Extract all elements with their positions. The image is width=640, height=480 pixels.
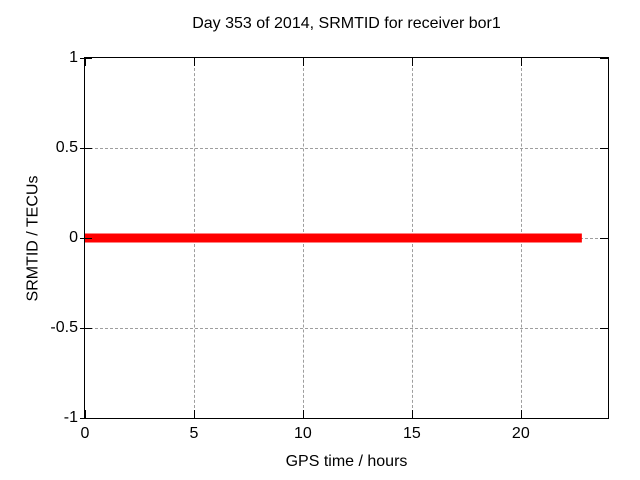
y-tick-mark-left <box>80 328 92 329</box>
x-tick-label: 15 <box>402 425 421 442</box>
y-tick-label: 1 <box>69 49 78 66</box>
x-tick-mark-bottom <box>520 410 522 418</box>
h-gridline <box>85 328 608 329</box>
x-tick-mark-top <box>520 58 522 66</box>
y-tick-mark-right <box>600 328 608 329</box>
x-tick-label: 20 <box>511 425 530 442</box>
x-tick-label: 5 <box>189 425 199 442</box>
y-tick-mark-right <box>600 418 608 419</box>
x-axis-label: GPS time / hours <box>285 453 408 470</box>
y-tick-mark-left <box>80 418 92 419</box>
x-tick-mark-top <box>85 58 86 66</box>
x-tick-mark-top <box>411 58 413 66</box>
chart-title: Day 353 of 2014, SRMTID for receiver bor… <box>192 15 501 32</box>
y-tick-mark-right <box>600 148 608 149</box>
x-tick-label: 0 <box>80 425 90 442</box>
y-tick-label: 0.5 <box>55 139 78 156</box>
plot-area <box>80 57 609 419</box>
x-tick-label: 10 <box>294 425 312 442</box>
x-tick-mark-bottom <box>85 410 86 418</box>
y-tick-mark-right <box>600 238 608 239</box>
series-plot-svg <box>85 233 582 243</box>
x-tick-mark-bottom <box>193 410 195 418</box>
y-tick-mark-left <box>80 238 92 239</box>
x-tick-mark-top <box>302 58 304 66</box>
y-tick-label: 0 <box>69 229 78 246</box>
x-tick-mark-bottom <box>302 410 304 418</box>
y-tick-label: -0.5 <box>50 319 78 336</box>
x-tick-mark-top <box>193 58 195 66</box>
h-gridline <box>85 148 608 149</box>
y-tick-mark-right <box>600 58 608 59</box>
y-tick-mark-left <box>80 148 92 149</box>
y-tick-mark-left <box>80 58 92 59</box>
y-tick-label: -1 <box>63 409 78 426</box>
x-tick-mark-bottom <box>411 410 413 418</box>
